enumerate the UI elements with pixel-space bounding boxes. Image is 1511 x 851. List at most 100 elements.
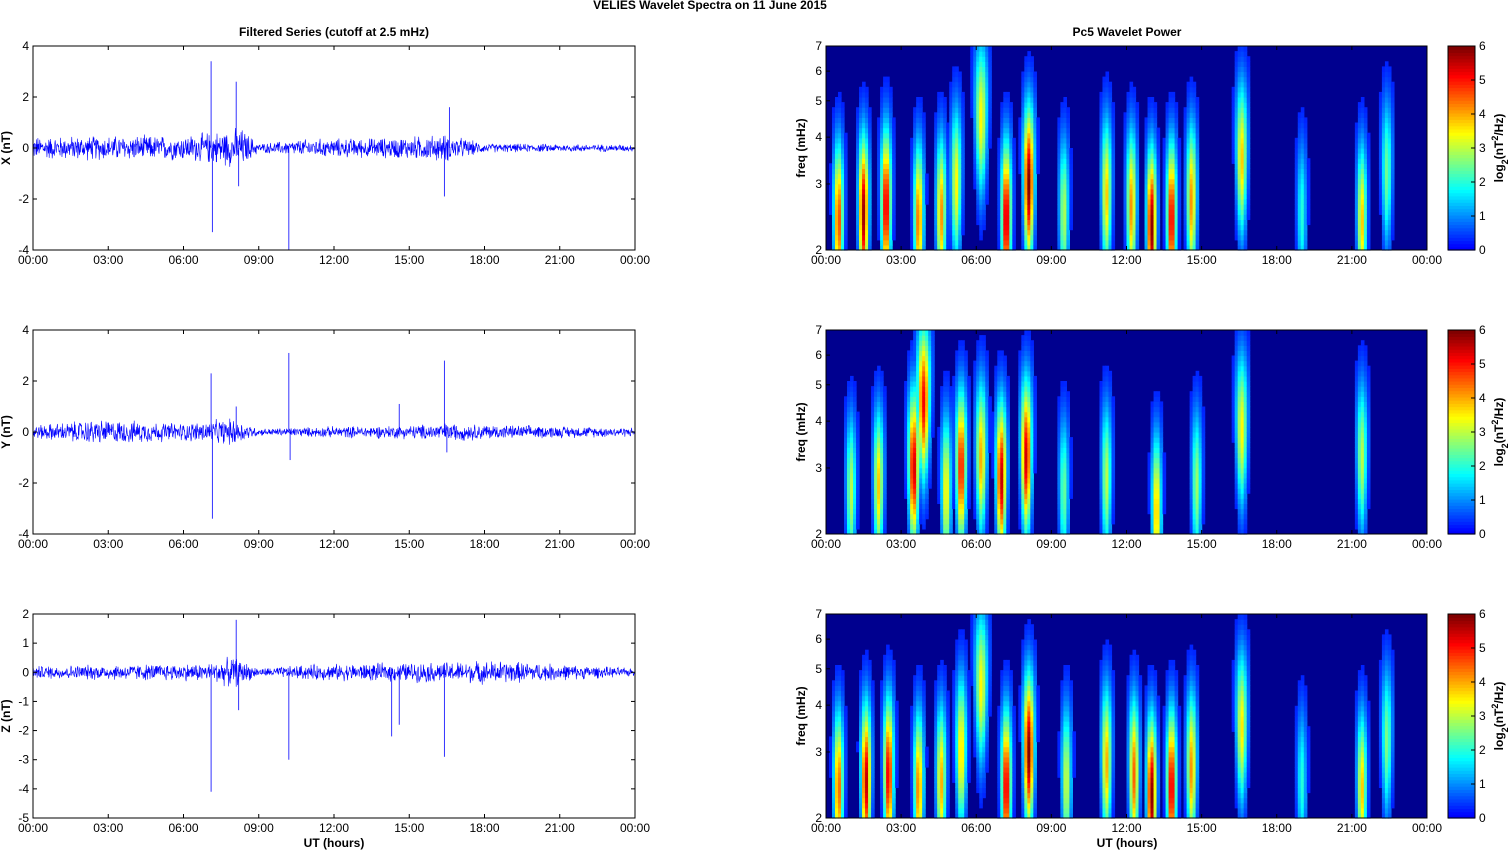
wavelet-cell [943, 219, 947, 226]
wavelet-cell [1030, 523, 1034, 530]
wavelet-cell [973, 142, 977, 149]
wavelet-cell [1009, 142, 1013, 149]
wavelet-cell [1027, 493, 1031, 499]
wavelet-cell [1300, 107, 1305, 113]
wavelet-cell [1162, 188, 1167, 195]
wavelet-cell [1057, 513, 1061, 520]
wavelet-cell [1063, 97, 1067, 103]
wavelet-cell [985, 508, 989, 515]
wavelet-cell [955, 508, 959, 515]
wavelet-cell [1381, 153, 1386, 159]
wavelet-cell [1030, 447, 1034, 453]
wavelet-cell [922, 457, 926, 464]
wavelet-cell [886, 127, 890, 134]
wavelet-cell [1057, 447, 1061, 453]
wavelet-cell [928, 411, 932, 418]
wavelet-cell [976, 477, 980, 484]
wavelet-cell [1192, 178, 1197, 185]
wavelet-cell [1240, 137, 1245, 144]
wavelet-cell [952, 76, 956, 83]
wavelet-cell [946, 462, 950, 469]
wavelet-cell [1243, 56, 1248, 62]
wavelet-cell [955, 411, 959, 418]
wavelet-cell [1060, 244, 1064, 251]
wavelet-cell [922, 209, 926, 215]
wavelet-cell [1171, 188, 1176, 195]
wavelet-cell [1381, 81, 1386, 88]
wavelet-cell [994, 483, 998, 489]
wavelet-cell [1021, 457, 1025, 464]
wavelet-cell [1387, 153, 1392, 159]
wavelet-cell [1240, 224, 1245, 231]
wavelet-cell [1060, 132, 1064, 139]
wavelet-cell [1390, 234, 1395, 241]
wavelet-cell [1018, 391, 1022, 397]
wavelet-cell [1186, 148, 1191, 154]
wavelet-cell [1057, 234, 1061, 241]
wavelet-cell [1240, 56, 1245, 62]
wavelet-cell [1012, 214, 1016, 220]
wavelet-cell [1066, 528, 1070, 535]
wavelet-cell [1189, 153, 1194, 159]
wavelet-cell [961, 97, 965, 103]
wavelet-cell [949, 214, 953, 220]
wavelet-cell [1378, 127, 1383, 134]
wavelet-cell [1384, 239, 1389, 246]
wavelet-cell [1066, 163, 1070, 169]
wavelet-cell [1030, 244, 1034, 251]
wavelet-cell [1027, 219, 1031, 226]
wavelet-cell [1030, 56, 1034, 62]
wavelet-cell [1237, 71, 1242, 78]
wavelet-cell [919, 375, 923, 382]
wavelet-cell [928, 401, 932, 408]
wavelet-cell [958, 163, 962, 169]
wavelet-cell [1132, 168, 1137, 175]
wavelet-cell [958, 370, 962, 377]
wavelet-cell [877, 209, 881, 215]
wavelet-cell [943, 112, 947, 118]
wavelet-cell [877, 477, 881, 484]
wavelet-cell [1354, 122, 1359, 129]
wavelet-cell [1063, 472, 1067, 479]
wavelet-cell [1030, 117, 1034, 124]
wavelet-cell [1390, 117, 1395, 124]
wavelet-cell [928, 472, 932, 479]
wavelet-cell [1027, 360, 1031, 367]
wavelet-cell [1111, 239, 1116, 246]
wavelet-cell [865, 234, 869, 241]
wavelet-cell [940, 462, 944, 469]
wavelet-cell [865, 153, 869, 159]
wavelet-cell [979, 66, 983, 73]
wavelet-cell [883, 426, 887, 433]
wavelet-cell [877, 117, 881, 124]
wavelet-cell [907, 488, 911, 494]
wavelet-cell [1297, 168, 1302, 175]
wavelet-cell [979, 122, 983, 129]
wavelet-cell [1108, 209, 1113, 215]
wavelet-cell [1186, 209, 1191, 215]
wavelet-cell [1006, 518, 1010, 525]
wavelet-cell [1021, 416, 1025, 423]
wavelet-cell [955, 360, 959, 367]
wavelet-cell [877, 416, 881, 423]
wavelet-cell [952, 416, 956, 423]
wavelet-cell [1234, 224, 1239, 231]
colorbar-step [1448, 154, 1475, 159]
wavelet-cell [919, 188, 923, 195]
wavelet-cell [1021, 508, 1025, 515]
wavelet-cell [982, 488, 986, 494]
wavelet-cell [1378, 209, 1383, 215]
wavelet-cell [958, 234, 962, 241]
wavelet-cell [997, 416, 1001, 423]
wavelet-cell [1357, 153, 1362, 159]
wavelet-cell [877, 127, 881, 134]
wavelet-cell [1366, 214, 1371, 220]
wavelet-cell [892, 224, 896, 231]
wavelet-cell [922, 163, 926, 169]
wavelet-cell [1030, 91, 1034, 98]
wavelet-cell [1240, 214, 1245, 220]
wavelet-cell [979, 345, 983, 351]
wavelet-cell [934, 137, 938, 144]
wavelet-cell [910, 340, 914, 346]
